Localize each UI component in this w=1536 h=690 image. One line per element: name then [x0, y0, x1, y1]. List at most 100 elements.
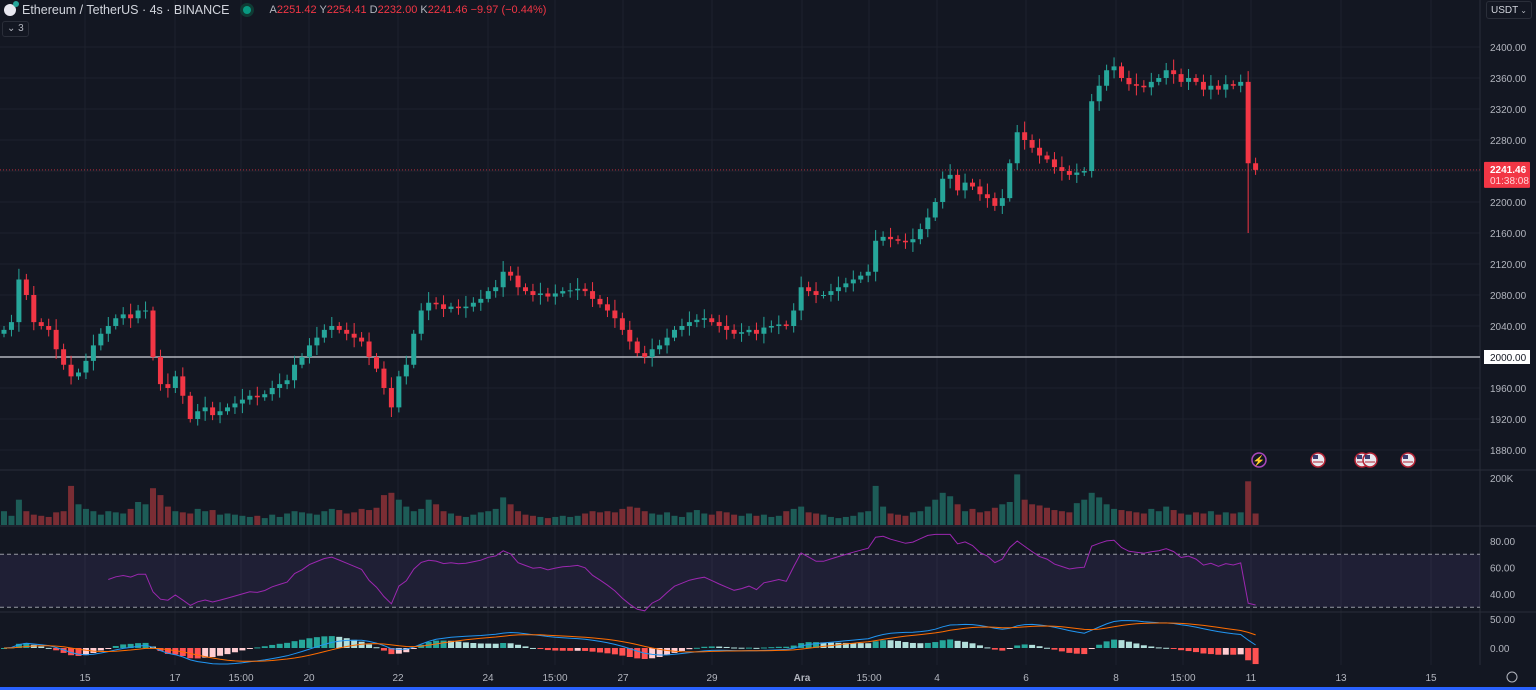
price-axis-label: 2320.00: [1490, 105, 1527, 116]
candle-body: [180, 376, 186, 396]
volume-bar: [313, 514, 320, 525]
candle: [143, 301, 149, 319]
macd-histogram-bar: [313, 637, 320, 648]
us-flag-icon[interactable]: [1310, 452, 1326, 468]
time-axis-label: 15:00: [1170, 673, 1195, 684]
indicator-count: 3: [18, 23, 24, 34]
macd-histogram-bar: [1058, 648, 1065, 652]
volume-bar: [120, 513, 127, 525]
candle-body: [1, 329, 7, 334]
macd-histogram-bar: [1118, 640, 1125, 648]
candle: [992, 192, 998, 211]
candle-body: [113, 318, 119, 326]
candle-body: [299, 357, 305, 365]
volume-bar: [358, 508, 365, 525]
volume-bar: [544, 518, 551, 525]
settings-gear-icon[interactable]: [1506, 671, 1518, 683]
macd-histogram-bar: [917, 643, 924, 648]
time-axis-label: 20: [303, 673, 315, 684]
candle-body: [1223, 84, 1229, 90]
candle-body: [672, 329, 677, 338]
volume-bar: [1193, 512, 1199, 525]
candle: [843, 277, 849, 293]
volume-bar: [932, 499, 939, 525]
candle: [984, 183, 990, 208]
candle: [902, 233, 908, 249]
candle: [135, 304, 141, 324]
volume-bar: [827, 516, 834, 525]
volume-bar: [857, 512, 864, 525]
candle: [292, 355, 298, 389]
candle-body: [396, 376, 402, 408]
candle-body: [493, 287, 499, 292]
volume-bar: [887, 513, 894, 525]
candle-body: [1119, 66, 1124, 78]
macd-histogram-bar: [321, 636, 328, 648]
volume-bar: [954, 504, 961, 525]
candle-body: [1104, 70, 1110, 86]
candle-body: [753, 329, 759, 334]
lightning-glyph: ⚡: [1253, 454, 1265, 467]
candle: [642, 345, 648, 364]
macd-histogram-bar: [209, 648, 216, 658]
candle-body: [634, 341, 640, 354]
macd-histogram-bar: [120, 644, 127, 648]
rsi-line: [108, 533, 1256, 612]
candle-body: [306, 345, 312, 357]
time-axis-label: 15:00: [856, 673, 881, 684]
close-value: 2241.46: [427, 4, 468, 16]
macd-histogram-bar: [291, 641, 298, 648]
candle: [500, 261, 506, 297]
volume-bar: [1066, 512, 1073, 525]
candle: [873, 230, 879, 282]
volume-bar: [924, 506, 931, 525]
macd-histogram-bar: [775, 646, 782, 648]
candle: [403, 355, 409, 385]
candle: [813, 282, 819, 304]
us-flag-icon[interactable]: [1400, 452, 1416, 468]
candle-body: [1171, 70, 1177, 75]
candle: [98, 328, 104, 351]
candle-body: [1156, 78, 1162, 82]
candle-body: [813, 291, 819, 295]
candle-body: [761, 327, 767, 334]
candle: [999, 189, 1005, 214]
lightning-icon[interactable]: ⚡: [1251, 452, 1267, 468]
volume-bar: [485, 511, 492, 525]
macd-histogram-bar: [626, 648, 633, 658]
candle-body: [999, 198, 1005, 206]
macd-histogram-bar: [1170, 648, 1177, 649]
candle: [150, 306, 156, 361]
candle: [1037, 138, 1043, 164]
candle-body: [16, 279, 22, 323]
us-flag-icon[interactable]: [1362, 452, 1378, 468]
candle-body: [1051, 159, 1057, 168]
candle: [262, 390, 268, 401]
candle-body: [1230, 84, 1236, 86]
volume-bar: [976, 512, 983, 525]
macd-histogram-bar: [105, 648, 112, 649]
currency-select[interactable]: USDT ⌄: [1486, 1, 1532, 19]
candle: [321, 324, 327, 343]
candle-body: [463, 306, 469, 309]
volume-bar: [917, 511, 924, 525]
candle-body: [552, 293, 558, 297]
macd-histogram-bar: [753, 647, 760, 649]
volume-bar: [299, 512, 305, 525]
volume-bar: [619, 508, 626, 525]
candle-body: [612, 310, 618, 319]
volume-bar: [455, 515, 462, 525]
volume-bar: [1155, 511, 1162, 525]
macd-histogram-bar: [1133, 643, 1140, 648]
time-axis-label: 4: [934, 673, 940, 684]
candle: [493, 279, 499, 298]
candle: [552, 284, 558, 305]
symbol-title[interactable]: Ethereum / TetherUS · 4s · BINANCE: [22, 3, 230, 17]
volume-bar: [284, 513, 291, 525]
candles: [1, 57, 1259, 426]
candle: [1141, 80, 1147, 93]
candle: [351, 323, 357, 348]
indicators-collapse-button[interactable]: ⌄ 3: [2, 21, 29, 37]
candle-body: [292, 364, 298, 381]
